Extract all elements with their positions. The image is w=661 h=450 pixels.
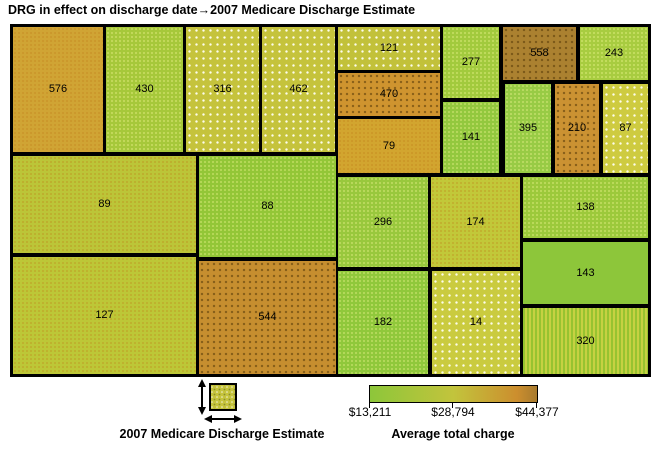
- treemap-cell-88[interactable]: 88: [199, 156, 336, 257]
- treemap-cell-558[interactable]: 558: [503, 27, 576, 80]
- treemap-cell-143[interactable]: 143: [523, 242, 648, 304]
- cell-label: 14: [469, 316, 483, 328]
- cell-label: 182: [373, 316, 393, 328]
- treemap-cell-462[interactable]: 462: [262, 27, 335, 152]
- cell-label: 558: [530, 47, 549, 59]
- width-arrow-icon: [204, 415, 242, 423]
- cell-label: 430: [135, 83, 154, 95]
- cell-label: 462: [289, 83, 308, 95]
- gradient-tick: [452, 403, 453, 408]
- cell-label: 470: [379, 88, 399, 100]
- treemap-cell-89[interactable]: 89: [13, 156, 196, 253]
- treemap-cell-395[interactable]: 395: [505, 84, 551, 173]
- cell-label: 316: [213, 83, 232, 95]
- cell-label: 576: [48, 83, 68, 95]
- size-legend-square: [209, 383, 237, 411]
- cell-label: 121: [379, 42, 399, 54]
- treemap-cell-277[interactable]: 277: [443, 27, 499, 98]
- treemap-cell-544[interactable]: 544: [199, 261, 336, 374]
- size-legend-glyph: [198, 379, 242, 423]
- treemap-cell-210[interactable]: 210: [555, 84, 599, 173]
- gradient-tick-label-max: $44,377: [515, 405, 559, 419]
- cell-label: 89: [98, 198, 111, 210]
- cell-label: 138: [576, 201, 595, 213]
- gradient-tick-label-min: $13,211: [348, 405, 392, 419]
- size-legend-label: 2007 Medicare Discharge Estimate: [119, 427, 325, 441]
- gradient-tick: [536, 403, 537, 408]
- treemap-cell-182[interactable]: 182: [338, 271, 428, 374]
- treemap-cell-14[interactable]: 14: [432, 271, 520, 374]
- cell-label: 127: [95, 309, 114, 321]
- cell-label: 79: [382, 139, 396, 152]
- height-arrow-icon: [198, 379, 206, 415]
- gradient-tick-label-mid: $28,794: [431, 405, 475, 419]
- treemap-cell-174[interactable]: 174: [431, 177, 520, 267]
- cell-label: 87: [619, 122, 632, 134]
- cell-label: 143: [576, 266, 595, 279]
- cell-label: 88: [261, 200, 274, 212]
- cell-label: 277: [461, 56, 481, 68]
- treemap-cell-141[interactable]: 141: [443, 102, 499, 173]
- treemap-cell-320[interactable]: 320: [523, 308, 648, 374]
- cell-label: 544: [258, 311, 277, 323]
- cell-label: 320: [576, 334, 595, 347]
- treemap-cell-121[interactable]: 121: [338, 27, 440, 70]
- cell-label: 296: [373, 215, 393, 228]
- color-legend-label: Average total charge: [391, 427, 515, 441]
- gradient-bar: [369, 385, 538, 403]
- treemap-cell-79[interactable]: 79: [338, 119, 440, 173]
- treemap-cell-316[interactable]: 316: [186, 27, 259, 152]
- treemap-cell-87[interactable]: 87: [603, 84, 648, 173]
- gradient-tick: [369, 403, 370, 408]
- cell-label: 395: [518, 122, 538, 134]
- treemap-cell-576[interactable]: 576: [13, 27, 103, 152]
- treemap-cell-296[interactable]: 296: [338, 177, 428, 267]
- chart-title: DRG in effect on discharge date→2007 Med…: [8, 3, 416, 17]
- treemap-cell-138[interactable]: 138: [523, 177, 648, 238]
- treemap-cell-243[interactable]: 243: [580, 27, 648, 80]
- cell-label: 141: [461, 131, 481, 143]
- treemap: 576 430 316 462 121 470 79 277 141 558 243 395 210 87…: [10, 24, 651, 377]
- treemap-cell-430[interactable]: 430: [106, 27, 183, 152]
- cell-label: 243: [604, 47, 624, 59]
- treemap-cell-127[interactable]: 127: [13, 257, 196, 374]
- cell-label: 210: [567, 122, 587, 134]
- treemap-cell-470[interactable]: 470: [338, 73, 440, 116]
- cell-label: 174: [466, 215, 485, 228]
